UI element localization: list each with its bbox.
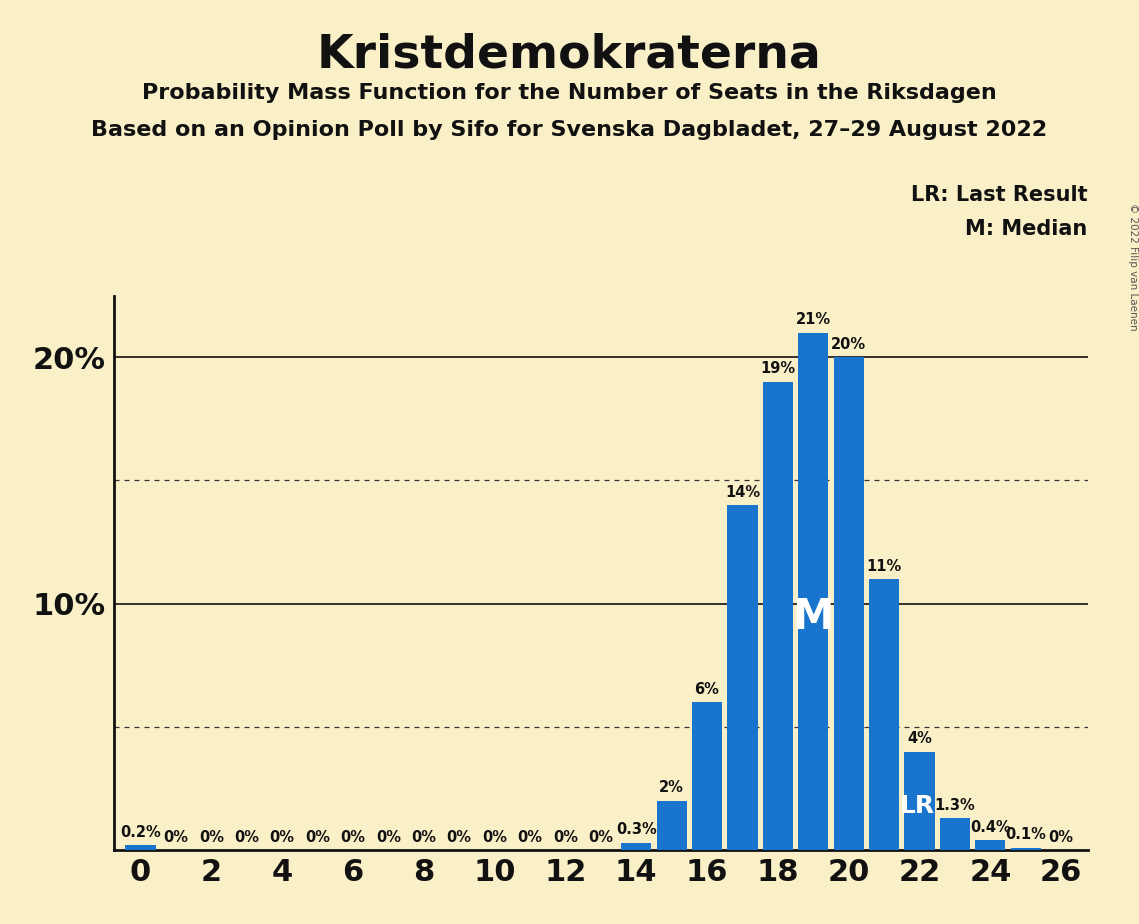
Text: 1.3%: 1.3% [935,797,975,812]
Text: 0%: 0% [235,830,260,845]
Bar [693,702,722,850]
Text: 4%: 4% [907,731,932,746]
Text: 2%: 2% [659,781,685,796]
Bar [798,333,828,850]
Text: 0%: 0% [1049,830,1074,845]
Bar [763,382,793,850]
Text: 0%: 0% [517,830,542,845]
Text: 19%: 19% [761,361,795,376]
Bar [975,840,1006,850]
Text: M: M [793,596,834,638]
Bar [621,843,652,850]
Text: 20%: 20% [831,337,867,352]
Text: Probability Mass Function for the Number of Seats in the Riksdagen: Probability Mass Function for the Number… [142,83,997,103]
Text: 11%: 11% [867,559,902,574]
Bar [869,579,899,850]
Text: 0%: 0% [341,830,366,845]
Text: 0%: 0% [411,830,436,845]
Text: Based on an Opinion Poll by Sifo for Svenska Dagbladet, 27–29 August 2022: Based on an Opinion Poll by Sifo for Sve… [91,120,1048,140]
Text: © 2022 Filip van Laenen: © 2022 Filip van Laenen [1129,203,1138,331]
Text: 0.1%: 0.1% [1006,827,1047,842]
Text: 0%: 0% [270,830,295,845]
Bar [125,845,156,850]
Text: 21%: 21% [796,312,830,327]
Text: M: Median: M: Median [966,219,1088,239]
Bar [940,818,970,850]
Text: 0%: 0% [482,830,507,845]
Text: 0%: 0% [376,830,401,845]
Bar [728,505,757,850]
Bar [1010,847,1041,850]
Bar [656,801,687,850]
Text: 0.3%: 0.3% [616,822,656,837]
Text: 14%: 14% [724,485,760,500]
Text: 6%: 6% [695,682,720,697]
Text: 0%: 0% [305,830,330,845]
Text: 0%: 0% [446,830,472,845]
Text: 0%: 0% [199,830,223,845]
Bar [834,358,863,850]
Text: LR: LR [900,794,935,818]
Text: 0.2%: 0.2% [120,825,161,840]
Text: Kristdemokraterna: Kristdemokraterna [317,32,822,78]
Bar [904,751,935,850]
Text: 0.4%: 0.4% [970,820,1010,834]
Text: 0%: 0% [589,830,613,845]
Text: LR: Last Result: LR: Last Result [911,185,1088,205]
Text: 0%: 0% [552,830,577,845]
Text: 0%: 0% [163,830,188,845]
